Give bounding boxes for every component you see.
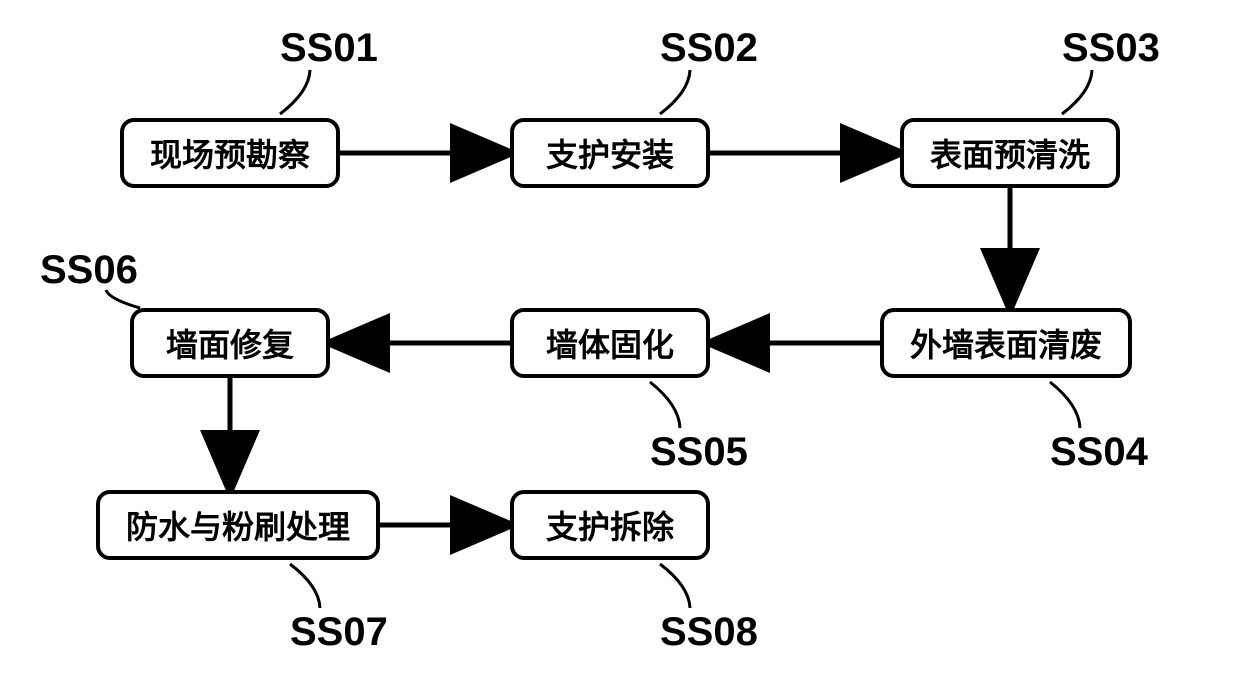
- step-label-l1: SS01: [280, 26, 378, 71]
- flow-node-n6: 墙面修复: [130, 308, 330, 378]
- flow-node-n8: 支护拆除: [510, 490, 710, 560]
- step-label-l3: SS03: [1062, 26, 1160, 71]
- flow-node-text: 支护安装: [546, 130, 674, 176]
- label-connector: [650, 382, 680, 428]
- flow-node-text: 墙体固化: [546, 320, 674, 366]
- label-connector: [1050, 382, 1080, 428]
- step-label-l8: SS08: [660, 610, 758, 655]
- label-connector: [660, 564, 690, 608]
- step-label-l5: SS05: [650, 430, 748, 475]
- step-label-l2: SS02: [660, 26, 758, 71]
- flow-node-n4: 外墙表面清废: [880, 308, 1132, 378]
- flow-node-text: 外墙表面清废: [910, 320, 1102, 366]
- flow-node-text: 支护拆除: [546, 502, 674, 548]
- flow-node-n1: 现场预勘察: [120, 118, 340, 188]
- flow-node-n3: 表面预清洗: [900, 118, 1120, 188]
- flow-node-text: 墙面修复: [166, 320, 294, 366]
- flow-node-n5: 墙体固化: [510, 308, 710, 378]
- flow-node-n7: 防水与粉刷处理: [96, 490, 380, 560]
- label-connector: [660, 70, 690, 114]
- label-connector: [1062, 70, 1092, 114]
- flow-node-text: 防水与粉刷处理: [126, 502, 350, 548]
- step-label-l4: SS04: [1050, 430, 1148, 475]
- step-label-l6: SS06: [40, 248, 138, 293]
- flow-node-text: 现场预勘察: [150, 130, 310, 176]
- flow-node-text: 表面预清洗: [930, 130, 1090, 176]
- label-connector: [290, 564, 320, 608]
- label-connector: [280, 70, 310, 114]
- flow-node-n2: 支护安装: [510, 118, 710, 188]
- step-label-l7: SS07: [290, 610, 388, 655]
